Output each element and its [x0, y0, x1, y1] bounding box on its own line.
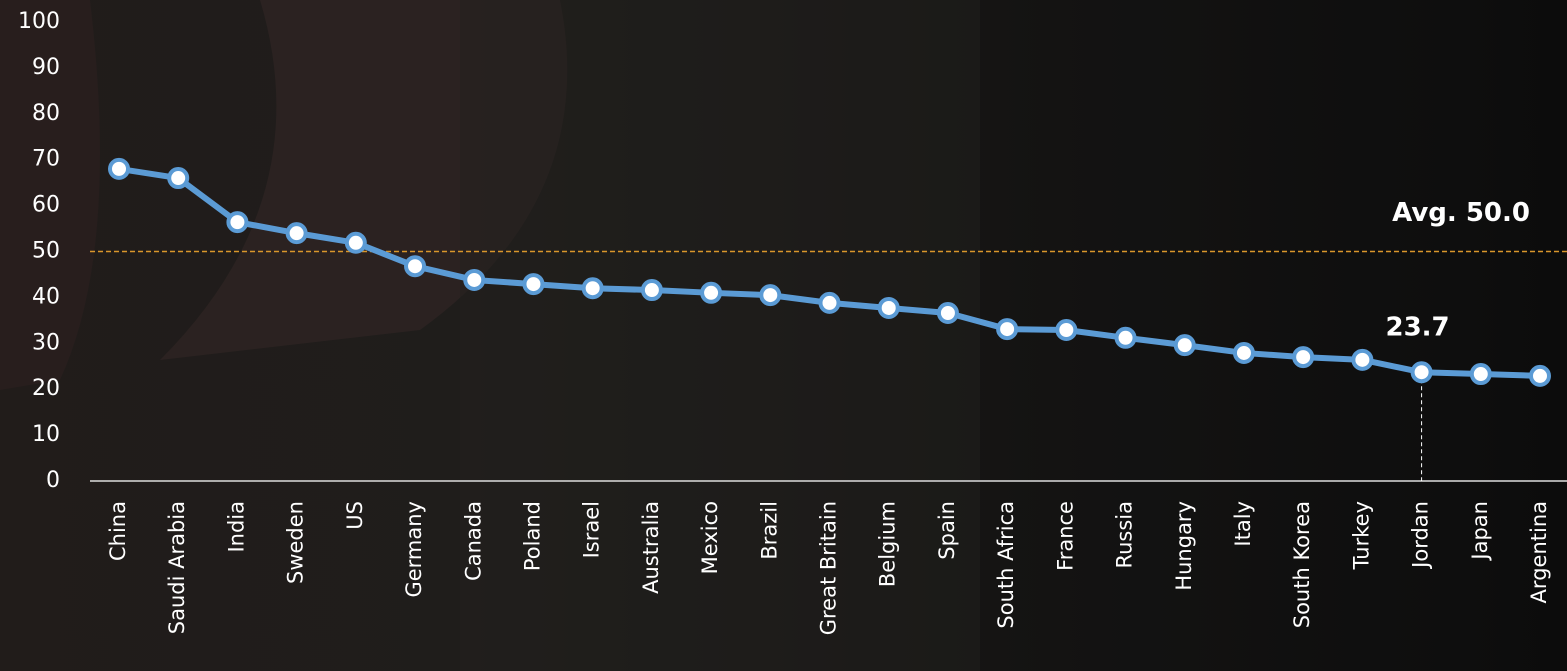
y-tick-label: 50 — [32, 239, 60, 264]
y-tick-label: 60 — [32, 193, 60, 218]
point — [1173, 334, 1196, 357]
x-tick-label: Germany — [402, 501, 426, 598]
point — [581, 277, 604, 300]
x-tick-label: Mexico — [698, 501, 722, 574]
y-tick-label: 80 — [32, 101, 60, 126]
point — [285, 222, 308, 245]
x-tick-label: Japan — [1468, 501, 1492, 562]
y-tick-label: 30 — [32, 330, 60, 355]
photo-shape — [0, 0, 100, 390]
point — [1055, 318, 1078, 341]
y-tick-label: 90 — [32, 55, 60, 80]
x-tick-label: US — [343, 501, 367, 530]
x-tick-label: Spain — [935, 501, 959, 560]
point — [226, 211, 249, 234]
point — [640, 279, 663, 302]
x-tick-label: Turkey — [1349, 501, 1373, 570]
x-tick-label: Poland — [520, 501, 544, 571]
point — [522, 273, 545, 296]
x-tick-label: Italy — [1231, 501, 1255, 547]
x-tick-label: Canada — [461, 501, 485, 581]
x-tick-label: Hungary — [1172, 501, 1196, 591]
point — [1410, 361, 1433, 384]
x-tick-label: Jordan — [1409, 501, 1433, 570]
x-tick-label: Saudi Arabia — [165, 501, 189, 634]
point — [167, 167, 190, 190]
point — [1292, 346, 1315, 369]
point — [936, 302, 959, 325]
photo-shape — [460, 0, 980, 671]
x-tick-label: Israel — [580, 501, 604, 558]
x-tick-label: China — [106, 501, 130, 561]
x-tick-label: France — [1053, 501, 1077, 571]
point — [1114, 326, 1137, 349]
x-tick-label: Russia — [1113, 501, 1137, 569]
point — [108, 157, 130, 180]
point — [700, 281, 723, 304]
x-tick-label: Brazil — [757, 501, 781, 560]
point — [877, 296, 900, 319]
y-tick-label: 70 — [32, 147, 60, 172]
x-tick-label: Sweden — [284, 501, 308, 584]
y-tick-label: 40 — [32, 284, 60, 309]
point — [1469, 363, 1492, 386]
y-tick-label: 10 — [32, 422, 60, 447]
point — [1232, 341, 1255, 364]
x-tick-label: South Africa — [994, 501, 1018, 629]
x-tick-label: Great Britain — [817, 501, 841, 635]
y-tick-label: 0 — [46, 468, 60, 493]
point — [404, 255, 427, 278]
x-tick-label: South Korea — [1290, 501, 1314, 628]
x-tick-label: Australia — [639, 501, 663, 594]
value-label: 23.7 — [1386, 313, 1450, 343]
point — [463, 268, 486, 291]
point — [1351, 348, 1374, 371]
y-tick-label: 100 — [18, 9, 60, 34]
point — [344, 231, 367, 254]
average-label: Avg. 50.0 — [1392, 198, 1530, 228]
point — [996, 318, 1019, 341]
point — [759, 284, 782, 307]
x-tick-label: India — [224, 501, 248, 553]
x-tick-label: Belgium — [876, 501, 900, 587]
point — [1529, 364, 1551, 387]
point — [818, 291, 841, 314]
y-tick-label: 20 — [32, 376, 60, 401]
x-tick-label: Argentina — [1527, 501, 1551, 603]
